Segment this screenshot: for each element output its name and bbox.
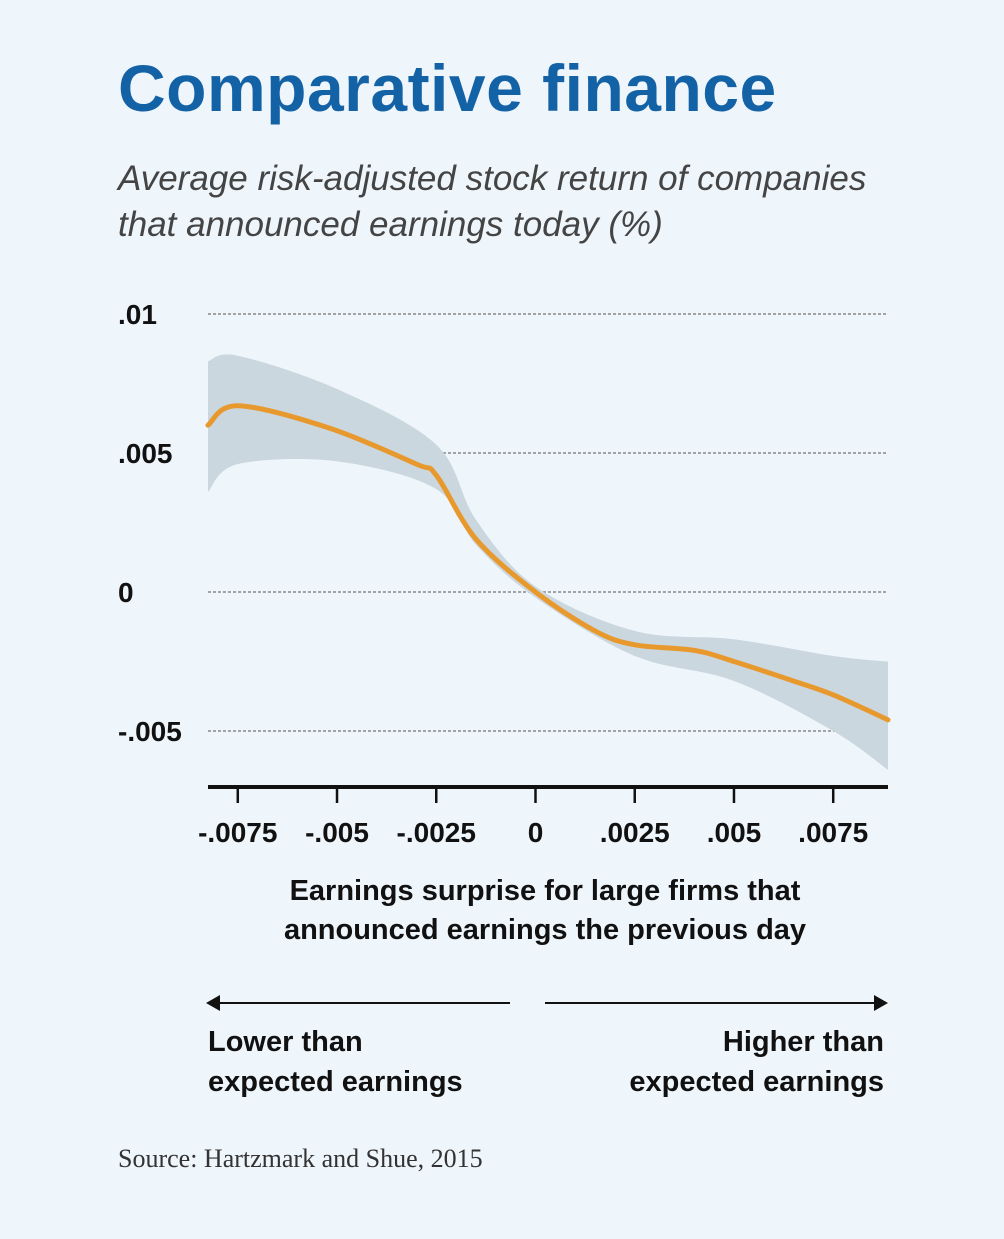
left-arrow bbox=[206, 995, 510, 1011]
source-note: Source: Hartzmark and Shue, 2015 bbox=[118, 1144, 483, 1173]
y-tick-label: .01 bbox=[118, 299, 157, 330]
x-tick-label: .005 bbox=[707, 817, 762, 848]
x-tick-label: -.0025 bbox=[397, 817, 476, 848]
x-axis-label-line: announced earnings the previous day bbox=[283, 914, 807, 946]
confidence-band bbox=[208, 354, 888, 770]
lower-annotation: Lower than expected earnings bbox=[208, 1022, 463, 1102]
series-line bbox=[205, 403, 891, 723]
annotation-line: expected earnings bbox=[208, 1066, 463, 1098]
y-tick-label: .005 bbox=[118, 438, 173, 469]
x-tick-label: -.005 bbox=[305, 817, 369, 848]
annotation-line: expected earnings bbox=[629, 1066, 884, 1098]
chart-subtitle: Average risk-adjusted stock return of co… bbox=[118, 156, 978, 248]
x-tick-label: -.0075 bbox=[198, 817, 277, 848]
x-axis-label: Earnings surprise for large firms that a… bbox=[200, 872, 890, 950]
annotation-line: Lower than bbox=[208, 1026, 363, 1058]
x-tick-label: .0025 bbox=[600, 817, 670, 848]
chart-title: Comparative finance bbox=[118, 51, 777, 125]
right-arrow bbox=[545, 995, 888, 1011]
higher-annotation: Higher than expected earnings bbox=[629, 1022, 884, 1102]
x-tick-label: 0 bbox=[528, 817, 544, 848]
y-tick-label: 0 bbox=[118, 577, 134, 608]
subtitle-line: Average risk-adjusted stock return of co… bbox=[118, 159, 867, 198]
subtitle-line: that announced earnings today (%) bbox=[118, 205, 663, 244]
x-tick-label: .0075 bbox=[798, 817, 868, 848]
y-tick-label: -.005 bbox=[118, 716, 182, 747]
x-axis-label-line: Earnings surprise for large firms that bbox=[289, 875, 801, 907]
annotation-line: Higher than bbox=[722, 1026, 884, 1058]
